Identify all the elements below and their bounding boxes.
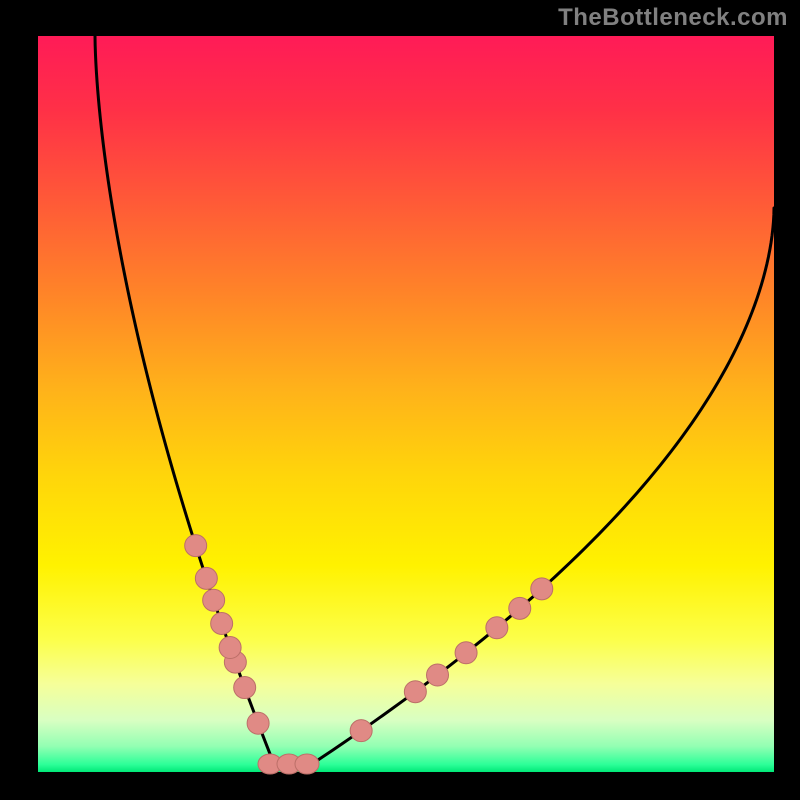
curve-marker: [234, 677, 256, 699]
curve-marker: [509, 597, 531, 619]
curve-marker: [195, 567, 217, 589]
watermark-text: TheBottleneck.com: [558, 4, 788, 32]
curve-marker: [203, 589, 225, 611]
curve-marker: [247, 712, 269, 734]
curve-marker: [404, 681, 426, 703]
curve-marker: [185, 535, 207, 557]
curve-marker: [486, 617, 508, 639]
curve-marker: [219, 637, 241, 659]
curve-marker: [427, 664, 449, 686]
curve-marker: [531, 578, 553, 600]
gradient-background: [38, 36, 774, 772]
curve-marker: [350, 720, 372, 742]
curve-marker: [455, 642, 477, 664]
curve-marker: [295, 754, 319, 774]
curve-marker: [211, 612, 233, 634]
